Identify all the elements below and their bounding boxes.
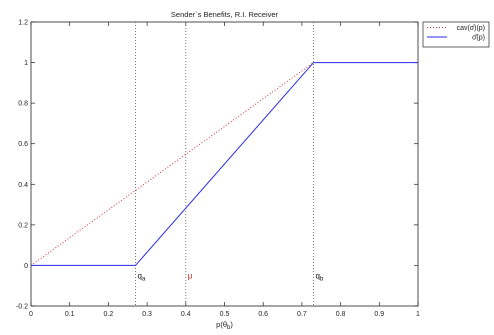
y-axis-ticks: -0.2 0 0.2 0.4 0.6 0.8 1 1.2 [16,20,418,311]
y-tick-label: -0.2 [16,304,28,311]
x-tick-label: 0.3 [142,311,152,318]
x-tick-label: 0 [29,311,33,318]
x-tick-label: 0.6 [258,311,268,318]
annotation-subscript: b [320,277,324,283]
y-tick-label: 1 [24,60,28,67]
annotation-label: qa [137,272,145,283]
x-tick-label: 0.9 [374,311,384,318]
chart-title: Sender`s Benefits, R.I. Receiver [171,10,279,19]
x-tick-label: 0.5 [220,311,230,318]
x-axis-label-close: ) [230,320,233,329]
annotation-text: q [137,272,141,281]
reference-lines [135,22,314,306]
legend: cav(σ̂)(p) σ̂(p) [422,21,490,48]
y-tick-label: 0.6 [18,141,28,148]
series-group [30,62,418,266]
x-tick-label: 0.7 [297,311,307,318]
annotation-text: μ [188,272,193,281]
x-axis-label-main: p(θ [216,320,227,329]
series-line-sigma [31,62,418,266]
annotation-text: q [316,272,320,281]
x-axis-label: p(θb) [216,320,233,331]
legend-box [422,21,490,48]
x-tick-label: 0.8 [336,311,346,318]
legend-label-sigma: σ̂(p) [472,35,485,42]
x-tick-label: 0.2 [104,311,114,318]
y-tick-label: 0.8 [18,101,28,108]
series-line-cav [30,62,314,266]
annotations-group: qa μ qb [137,272,323,283]
y-tick-label: 0 [24,263,28,270]
annotation-subscript: a [142,277,146,283]
y-tick-label: 1.2 [18,20,28,27]
x-tick-label: 0.1 [65,311,75,318]
x-tick-label: 1 [416,311,420,318]
y-tick-label: 0.2 [18,222,28,229]
x-axis-ticks: 0 0.1 0.2 0.3 0.4 0.5 0.6 0.7 0.8 0.9 1 [29,22,420,318]
x-axis-label-sub: b [227,325,231,331]
y-tick-label: 0.4 [18,182,28,189]
annotation-label: μ [188,272,193,281]
x-tick-label: 0.4 [181,311,191,318]
legend-label-cav: cav(σ̂)(p) [457,25,485,32]
annotation-label: qb [316,272,324,283]
